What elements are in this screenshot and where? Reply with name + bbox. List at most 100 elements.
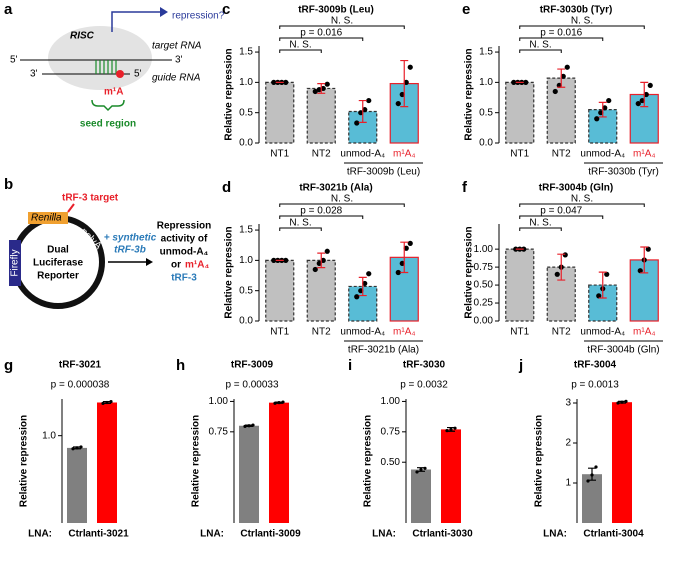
comparison-bracket xyxy=(519,37,604,41)
bar xyxy=(269,402,289,523)
comparison-label: N. S. xyxy=(571,16,593,27)
bar xyxy=(389,256,419,322)
panel-label: g xyxy=(4,357,13,374)
comparison-label: N. S. xyxy=(529,218,551,229)
chart-title: tRF-3021b (Ala) xyxy=(299,183,372,194)
data-point xyxy=(552,88,558,95)
bar xyxy=(97,402,117,523)
data-point xyxy=(523,79,529,85)
arrow-label: repression? xyxy=(172,11,225,22)
x-tick-label: unmod-A₄ xyxy=(340,149,385,160)
data-point xyxy=(407,64,413,70)
readout-label: unmod-A₄ xyxy=(160,247,209,258)
y-tick-label: 0.5 xyxy=(239,285,253,296)
data-point xyxy=(643,91,649,98)
y-tick-label: 0.50 xyxy=(474,280,494,291)
chart-subtitle: p = 0.0013 xyxy=(571,380,619,391)
chart-title: tRF-3009b (Leu) xyxy=(298,5,374,16)
comparison-label: N. S. xyxy=(289,218,311,229)
data-point xyxy=(635,100,641,107)
y-tick-label: 0.0 xyxy=(479,138,493,149)
data-point xyxy=(271,79,277,85)
data-point xyxy=(312,88,318,95)
error-bar xyxy=(275,401,283,404)
data-point xyxy=(271,257,277,263)
data-point xyxy=(324,248,330,254)
x-tick-label: NT2 xyxy=(312,327,331,338)
comparison-bracket xyxy=(519,227,562,231)
error-bar xyxy=(588,467,596,481)
bar xyxy=(505,248,535,322)
error-bar xyxy=(417,467,425,472)
y-axis-label: Relative repression xyxy=(191,415,202,507)
x-tick-label: NT1 xyxy=(270,327,289,338)
bar xyxy=(612,402,632,523)
chart-subtitle: p = 0.000038 xyxy=(51,380,110,391)
comparison-label: N. S. xyxy=(331,194,353,205)
y-axis-label: Relative repression xyxy=(224,48,235,140)
y-tick-label: 1.00 xyxy=(209,396,229,407)
data-point xyxy=(562,252,568,258)
chart-title: tRF-3030 xyxy=(403,360,446,371)
arrow xyxy=(111,11,160,32)
data-point xyxy=(283,257,289,263)
readout-label: Repression xyxy=(157,221,211,232)
x-tick-label: anti-3021 xyxy=(85,529,129,540)
comparison-label: N. S. xyxy=(529,40,551,51)
data-point xyxy=(598,110,604,116)
comparison-label: p = 0.016 xyxy=(540,28,582,39)
error-bar xyxy=(640,81,649,108)
data-point xyxy=(358,288,364,294)
renilla-label: Renilla xyxy=(31,213,62,224)
error-bar xyxy=(557,253,566,281)
y-tick-label: 0.25 xyxy=(474,298,494,309)
data-point xyxy=(647,82,653,89)
y-tick-label: 2 xyxy=(565,438,571,449)
readout-label: activity of xyxy=(161,234,208,245)
bar xyxy=(239,425,259,523)
panel-label: e xyxy=(462,1,470,18)
base-pairs xyxy=(95,60,117,74)
group-label: tRF-3021b (Ala) xyxy=(348,345,419,356)
comparison-bracket xyxy=(279,49,322,53)
readout-label: tRF-3 xyxy=(171,273,197,284)
chart-title: tRF-3004b (Gln) xyxy=(539,183,613,194)
axis-prefix: LNA: xyxy=(28,529,52,540)
comparison-label: N. S. xyxy=(331,16,353,27)
x-tick-label: anti-3004 xyxy=(600,529,644,540)
reporter-label: Luciferase xyxy=(33,258,83,269)
x-tick-label: NT2 xyxy=(552,149,571,160)
chart-title: tRF-3004 xyxy=(574,360,617,371)
seed-bracket xyxy=(91,99,125,112)
group-label: tRF-3009b (Leu) xyxy=(347,167,420,178)
data-point xyxy=(362,107,368,113)
x-tick-label: m¹A₄ xyxy=(393,149,415,160)
added-label: + synthetic xyxy=(104,233,157,244)
comparison-label: p = 0.028 xyxy=(300,206,342,217)
data-point xyxy=(312,266,318,273)
x-tick-label: Ctrl xyxy=(412,529,429,540)
bar xyxy=(505,81,535,144)
data-point xyxy=(602,105,608,111)
data-point xyxy=(354,294,360,300)
bar xyxy=(546,77,576,144)
y-tick-label: 3 xyxy=(565,398,571,409)
y-tick-label: 1.5 xyxy=(239,225,253,236)
comparison-bracket xyxy=(279,203,405,207)
end-label: 3' xyxy=(175,55,183,66)
error-bar xyxy=(317,82,326,94)
chart-subtitle: p = 0.0032 xyxy=(400,380,448,391)
comparison-bracket xyxy=(519,203,645,207)
data-point xyxy=(358,110,364,116)
y-tick-label: 1.5 xyxy=(239,47,253,58)
y-axis-label: Relative repression xyxy=(464,226,475,318)
y-tick-label: 1 xyxy=(565,478,571,489)
data-point xyxy=(399,91,405,98)
y-tick-label: 0.75 xyxy=(474,262,494,273)
y-tick-label: 0.0 xyxy=(239,316,253,327)
comparison-bracket xyxy=(279,215,364,219)
x-tick-label: m¹A₄ xyxy=(633,327,655,338)
y-tick-label: 1.0 xyxy=(479,77,493,88)
data-point xyxy=(324,81,330,87)
